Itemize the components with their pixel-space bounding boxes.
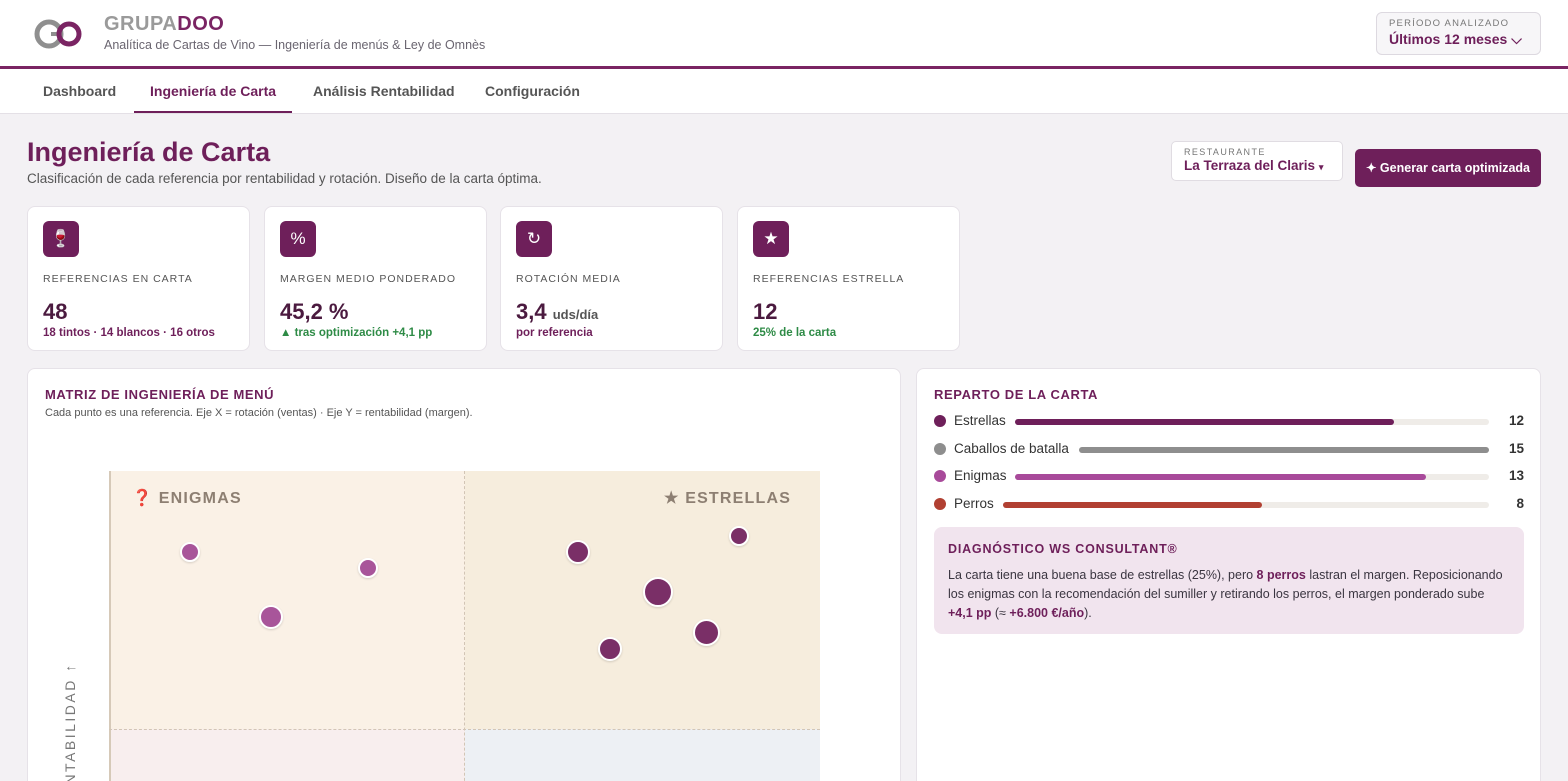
distribution-row-caballos: Caballos de batalla 15 xyxy=(934,439,1524,459)
tab-configuracion[interactable]: Configuración xyxy=(485,83,580,99)
diagnosis-text: La carta tiene una buena base de estrell… xyxy=(948,568,1503,620)
reference-dot[interactable] xyxy=(566,540,590,564)
tab-ingenieria-carta[interactable]: Ingeniería de Carta xyxy=(134,69,293,113)
brand-name: GRUPADOO xyxy=(104,13,224,36)
period-label: PERÍODO ANALIZADO xyxy=(1389,18,1510,29)
row-bar-track xyxy=(1015,419,1489,425)
period-selector[interactable]: PERÍODO ANALIZADO Últimos 12 meses ⌵ xyxy=(1376,12,1541,55)
star-icon: ★ xyxy=(753,221,789,257)
restaurant-value: La Terraza del Claris ▾ xyxy=(1184,158,1324,173)
reference-dot[interactable] xyxy=(729,526,749,546)
quadrant-label-enigmas: ❓ ENIGMAS xyxy=(132,490,242,507)
kpi-value: 45,2 % xyxy=(280,299,349,324)
tab-analisis-rentabilidad[interactable]: Análisis Rentabilidad xyxy=(313,83,455,99)
tab-dashboard[interactable]: Dashboard xyxy=(43,83,117,99)
kpi-value: 3,4 uds/día xyxy=(516,299,599,324)
row-bar-fill xyxy=(1015,474,1426,480)
diagnosis-title: DIAGNÓSTICO WS CONSULTANT® xyxy=(948,542,1178,556)
reference-dot[interactable] xyxy=(598,637,622,661)
matrix-subtitle: Cada punto es una referencia. Eje X = ro… xyxy=(45,407,473,419)
diagnosis-box: DIAGNÓSTICO WS CONSULTANT® La carta tien… xyxy=(934,527,1524,634)
distribution-title: REPARTO DE LA CARTA xyxy=(934,387,1099,402)
page-subtitle: Clasificación de cada referencia por ren… xyxy=(27,171,542,186)
vertical-divider xyxy=(464,471,465,781)
reference-dot[interactable] xyxy=(259,605,283,629)
horizontal-divider xyxy=(109,729,820,730)
quadrant-perros xyxy=(109,729,465,781)
distribution-row-estrellas: Estrellas 12 xyxy=(934,411,1524,431)
reference-dot[interactable] xyxy=(358,558,378,578)
quadrant-estrellas xyxy=(465,471,820,729)
generate-optimized-menu-button[interactable]: ✦ Generar carta optimizada xyxy=(1355,149,1541,187)
tab-bar: Dashboard Ingeniería de Carta Análisis R… xyxy=(0,69,1568,114)
row-count: 12 xyxy=(1508,413,1524,428)
star-icon: ★ xyxy=(664,490,680,507)
row-bar-track xyxy=(1079,447,1489,453)
row-bar-fill xyxy=(1015,419,1395,425)
reference-dot[interactable] xyxy=(180,542,200,562)
brand-tagline: Analítica de Cartas de Vino — Ingeniería… xyxy=(104,38,486,52)
kpi-sub: ▲ tras optimización +4,1 pp xyxy=(280,327,433,339)
kpi-sub: 25% de la carta xyxy=(753,327,837,339)
kpi-card-estrellas: ★ REFERENCIAS ESTRELLA 12 25% de la cart… xyxy=(737,206,960,351)
menu-engineering-matrix-panel: MATRIZ DE INGENIERÍA DE MENÚ Cada punto … xyxy=(27,368,901,781)
kpi-unit: uds/día xyxy=(552,307,599,322)
row-name: Estrellas xyxy=(954,413,1006,428)
grupadoo-logo-icon xyxy=(34,19,82,49)
reference-dot[interactable] xyxy=(643,577,673,607)
kpi-value: 48 xyxy=(43,299,68,324)
kpi-label: REFERENCIAS ESTRELLA xyxy=(753,273,905,285)
page-title: Ingeniería de Carta xyxy=(27,137,271,167)
row-count: 13 xyxy=(1508,468,1524,483)
reference-dot[interactable] xyxy=(693,619,720,646)
kpi-card-referencias: 🍷 REFERENCIAS EN CARTA 48 18 tintos · 14… xyxy=(27,206,250,351)
wine-glass-icon: 🍷 xyxy=(43,221,79,257)
row-count: 8 xyxy=(1516,496,1524,511)
brand-part2: DOO xyxy=(177,13,225,35)
kpi-value: 12 xyxy=(753,299,778,324)
menu-distribution-panel: REPARTO DE LA CARTA Estrellas 12 Caballo… xyxy=(916,368,1541,781)
row-name: Enigmas xyxy=(954,468,1007,483)
matrix-title: MATRIZ DE INGENIERÍA DE MENÚ xyxy=(45,387,275,402)
question-icon: ❓ xyxy=(132,490,154,507)
period-value: Últimos 12 meses ⌵ xyxy=(1389,31,1522,47)
distribution-row-enigmas: Enigmas 13 xyxy=(934,466,1524,486)
quadrant-caballos xyxy=(465,729,820,781)
kpi-label: REFERENCIAS EN CARTA xyxy=(43,273,193,285)
restaurant-label: RESTAURANTE xyxy=(1184,147,1266,157)
legend-bullet xyxy=(934,470,946,482)
row-count: 15 xyxy=(1508,441,1524,456)
kpi-card-margen: % MARGEN MEDIO PONDERADO 45,2 % ▲ tras o… xyxy=(264,206,487,351)
row-bar-fill xyxy=(1079,447,1489,453)
restaurant-selector[interactable]: RESTAURANTE La Terraza del Claris ▾ xyxy=(1171,141,1343,181)
row-name: Caballos de batalla xyxy=(954,441,1069,456)
row-bar-track xyxy=(1015,474,1489,480)
caret-down-icon: ▾ xyxy=(1318,162,1324,172)
quadrant-label-estrellas: ★ ESTRELLAS xyxy=(664,490,792,507)
row-bar-fill xyxy=(1003,502,1263,508)
row-name: Perros xyxy=(954,496,994,511)
kpi-sub: 18 tintos · 14 blancos · 16 otros xyxy=(43,327,215,339)
legend-bullet xyxy=(934,415,946,427)
kpi-sub: por referencia xyxy=(516,327,593,339)
y-axis-label: RENTABILIDAD ↑ xyxy=(62,662,78,781)
y-axis-line xyxy=(109,471,111,781)
brand-part1: GRUPA xyxy=(104,13,178,35)
legend-bullet xyxy=(934,443,946,455)
kpi-card-rotacion: ↻ ROTACIÓN MEDIA 3,4 uds/día por referen… xyxy=(500,206,723,351)
app-header: GRUPADOO Analítica de Cartas de Vino — I… xyxy=(0,0,1568,69)
kpi-label: ROTACIÓN MEDIA xyxy=(516,273,621,285)
quadrant-enigmas xyxy=(109,471,465,729)
refresh-icon: ↻ xyxy=(516,221,552,257)
row-bar-track xyxy=(1003,502,1489,508)
chevron-down-icon: ⌵ xyxy=(1511,31,1522,47)
distribution-row-perros: Perros 8 xyxy=(934,494,1524,514)
legend-bullet xyxy=(934,498,946,510)
percent-icon: % xyxy=(280,221,316,257)
kpi-label: MARGEN MEDIO PONDERADO xyxy=(280,273,457,285)
